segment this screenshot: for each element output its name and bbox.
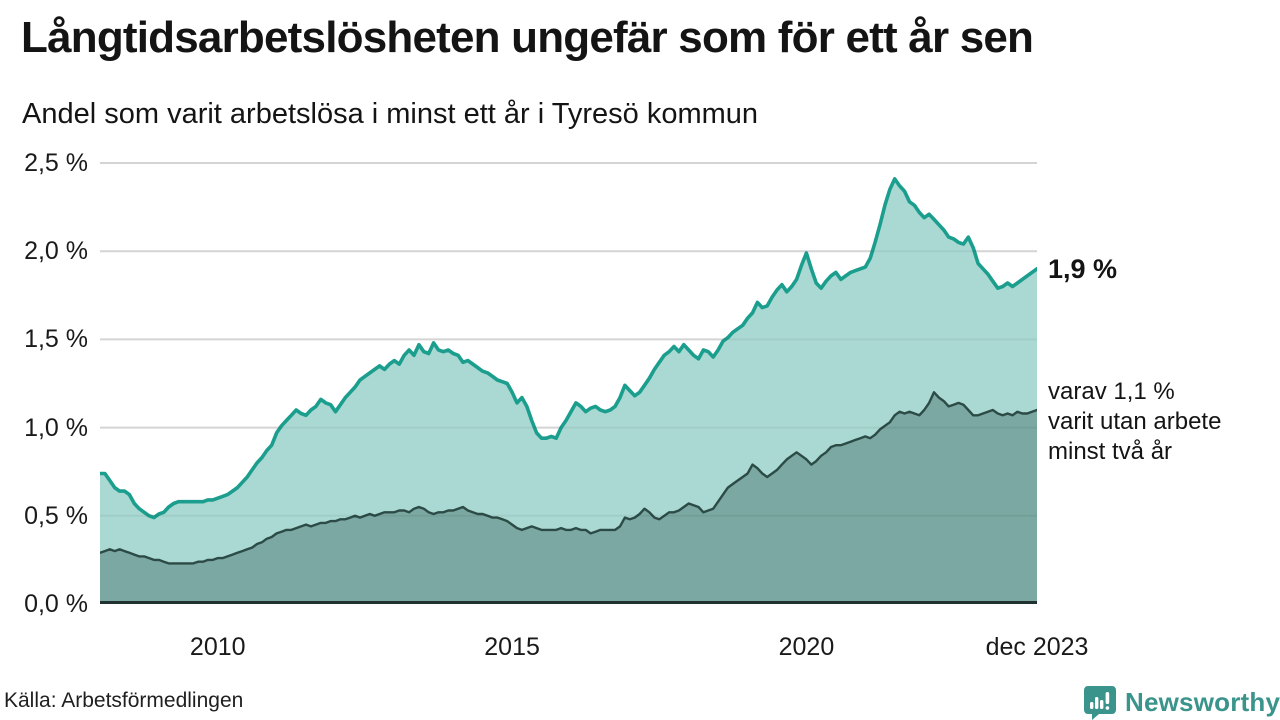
plot-svg — [100, 162, 1037, 604]
y-axis-label: 1,0 % — [24, 413, 88, 442]
exclamation-dot — [1105, 706, 1110, 710]
bar-1 — [1090, 702, 1094, 709]
x-axis-label: 2015 — [484, 633, 540, 661]
line-total — [100, 177, 1037, 520]
y-axis-label: 0,0 % — [24, 590, 88, 618]
annotation-line: varit utan arbete — [1048, 408, 1222, 435]
y-axis-label: 2,0 % — [24, 237, 88, 266]
exclamation-stem — [1105, 692, 1110, 704]
annotation-line: varav 1,1 % — [1048, 378, 1175, 405]
x-axis-label: 2020 — [778, 633, 835, 661]
page-subtitle: Andel som varit arbetslösa i minst ett å… — [22, 98, 759, 130]
page-title: Långtidsarbetslösheten ungefär som för e… — [21, 13, 1034, 62]
end-value-label-total: 1,9 % — [1048, 254, 1118, 284]
x-axis-label: 2010 — [189, 633, 246, 661]
bar-2 — [1095, 697, 1099, 709]
brand-name: Newsworthy — [1125, 686, 1280, 717]
newsworthy-icon — [1084, 686, 1116, 720]
annotation-line: minst två år — [1048, 438, 1173, 465]
y-axis-label: 0,5 % — [24, 501, 88, 530]
source-note: Källa: Arbetsförmedlingen — [4, 689, 244, 712]
x-axis-label: dec 2023 — [985, 633, 1089, 661]
brand-logo: Newsworthy — [1082, 684, 1280, 720]
line-subset — [100, 391, 1037, 565]
bar-3 — [1100, 700, 1104, 709]
end-value-label-subset: varav 1,1 % varit utan arbete minst två år — [1048, 377, 1221, 467]
y-axis-label: 1,5 % — [24, 325, 88, 354]
area-subset — [100, 392, 1037, 603]
y-axis-label: 2,5 % — [24, 149, 88, 177]
